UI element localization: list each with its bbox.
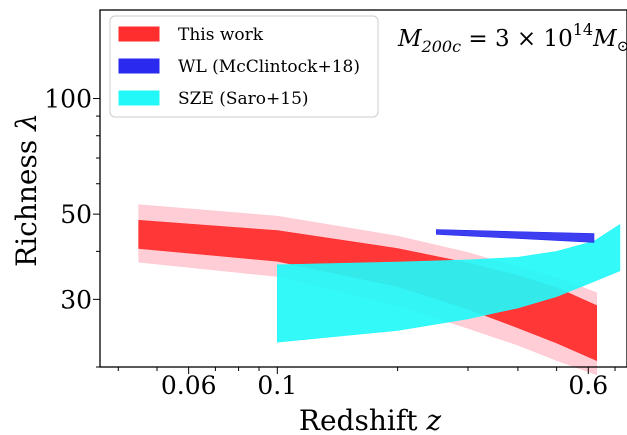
legend-swatch	[118, 90, 160, 106]
legend-item-wl: WL (McClintock+18)	[118, 57, 360, 77]
x-tick-label: 0.1	[257, 371, 297, 400]
y-tick-label: 50	[60, 200, 92, 229]
legend-label: WL (McClintock+18)	[178, 57, 360, 77]
y-tick-label: 30	[60, 285, 92, 314]
band-sze-saro	[277, 223, 621, 343]
legend-label: This work	[178, 25, 264, 45]
legend-swatch	[118, 58, 160, 74]
legend-items: This work WL (McClintock+18) SZE (Saro+15)	[118, 25, 360, 109]
y-tick-labels: 30 50 100	[44, 85, 92, 315]
x-tick-label: 0.06	[161, 371, 217, 400]
x-axis-label: Redshift z	[299, 404, 441, 435]
legend-swatch	[118, 26, 160, 42]
y-tick-label: 100	[44, 85, 92, 114]
band-wl-mcclintock	[436, 229, 595, 243]
legend-item-this-work: This work	[118, 25, 264, 45]
plot-frame	[99, 9, 627, 368]
data-bands	[138, 204, 621, 376]
legend-box	[109, 15, 379, 118]
legend-item-sze: SZE (Saro+15)	[118, 89, 309, 109]
legend-label: SZE (Saro+15)	[178, 89, 309, 109]
legend: This work WL (McClintock+18) SZE (Saro+15)	[109, 15, 379, 118]
y-axis-label: Richness λ	[10, 113, 43, 267]
x-tick-label: 0.6	[568, 371, 608, 400]
axis-ticks	[93, 98, 616, 374]
mass-annotation: M200c = 3 × 1014M⊙	[397, 20, 627, 56]
x-tick-labels: 0.06 0.1 0.6	[161, 371, 608, 400]
